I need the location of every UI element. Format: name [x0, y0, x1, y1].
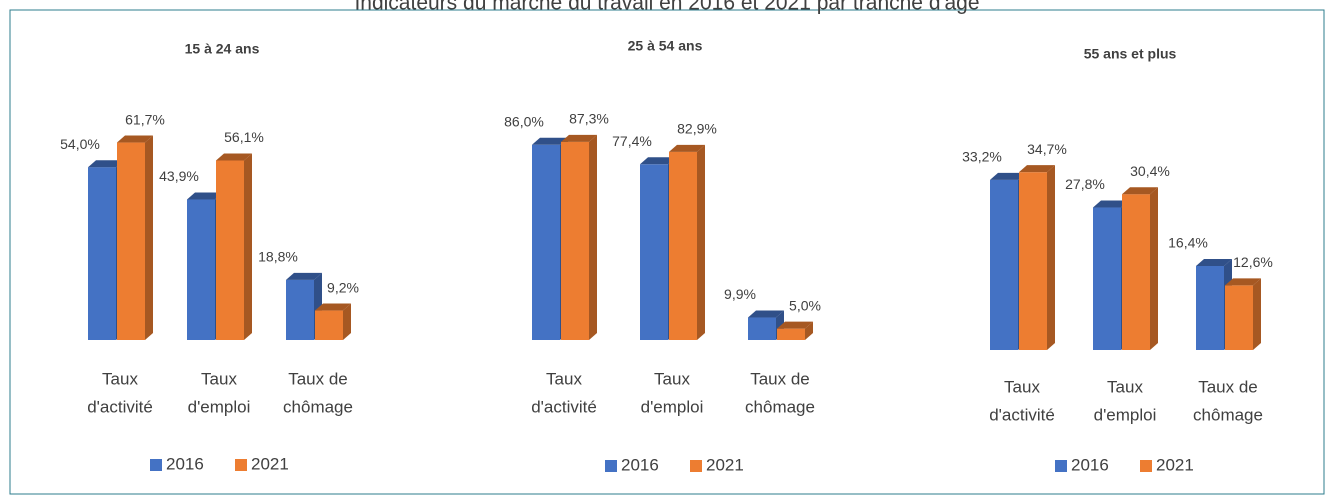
category-label: Taux de [288, 369, 348, 388]
category-label: chômage [1193, 405, 1263, 424]
bar-side [343, 303, 351, 340]
main-title: Indicateurs du marché du travail en 2016… [354, 0, 979, 15]
legend-label: 2021 [251, 454, 289, 473]
category-label: d'emploi [641, 397, 704, 416]
legend-swatch [605, 460, 617, 472]
bar-front [286, 279, 314, 340]
category-label: d'activité [989, 405, 1055, 424]
category-label: d'activité [87, 397, 153, 416]
bar-top [1225, 278, 1261, 286]
bar-front [561, 141, 589, 340]
bar-top [88, 160, 124, 168]
value-label: 56,1% [224, 129, 264, 145]
bar-top [315, 303, 351, 311]
bar-top [286, 272, 322, 280]
bar-side [244, 153, 252, 340]
category-label: Taux [654, 369, 690, 388]
bar-front [640, 164, 668, 340]
chart-title: 55 ans et plus [1084, 46, 1177, 62]
value-label: 16,4% [1168, 235, 1208, 251]
category-label: Taux de [750, 369, 810, 388]
bar-front [315, 310, 343, 340]
value-label: 61,7% [125, 111, 165, 127]
value-label: 33,2% [962, 149, 1002, 165]
bar-front [88, 167, 116, 340]
value-label: 9,2% [327, 279, 359, 295]
value-label: 82,9% [677, 121, 717, 137]
bar-top [561, 134, 597, 142]
bar-top [990, 172, 1026, 180]
bar-side [1047, 165, 1055, 350]
legend-swatch [1055, 460, 1067, 472]
bar-top [216, 153, 252, 161]
value-label: 27,8% [1065, 176, 1105, 192]
value-label: 54,0% [60, 136, 100, 152]
bar-front [1196, 265, 1224, 350]
bar-top [117, 135, 153, 143]
bar-front [1093, 207, 1121, 350]
bar-front [216, 160, 244, 340]
legend-label: 2016 [1071, 455, 1109, 474]
value-label: 34,7% [1027, 141, 1067, 157]
bar-top [669, 144, 705, 152]
bar-side [805, 321, 813, 340]
legend-label: 2021 [1156, 455, 1194, 474]
category-label: Taux [546, 369, 582, 388]
frame [9, 9, 1325, 495]
legend-swatch [690, 460, 702, 472]
bar-top [748, 310, 784, 318]
chart-title: 25 à 54 ans [628, 38, 703, 54]
legend-label: 2016 [166, 454, 204, 473]
category-label: Taux [1004, 377, 1040, 396]
value-label: 18,8% [258, 249, 298, 265]
category-label: Taux [1107, 377, 1143, 396]
bar-front [669, 151, 697, 340]
bar-side [145, 135, 153, 340]
bar-side [1253, 278, 1261, 350]
bar-front [1225, 285, 1253, 350]
category-label: d'emploi [188, 397, 251, 416]
bar-front [1019, 172, 1047, 350]
legend-label: 2021 [706, 455, 744, 474]
bar-front [990, 179, 1018, 350]
legend-swatch [1140, 460, 1152, 472]
bar-top [640, 157, 676, 165]
category-label: chômage [745, 397, 815, 416]
bar-top [777, 321, 813, 329]
bar-side [589, 134, 597, 340]
value-label: 30,4% [1130, 163, 1170, 179]
bar-front [117, 142, 145, 340]
bar-side [697, 144, 705, 340]
chart-title: 15 à 24 ans [185, 41, 260, 57]
bar-top [1019, 165, 1055, 173]
bar-front [777, 328, 805, 340]
category-label: Taux [201, 369, 237, 388]
category-label: d'activité [531, 397, 597, 416]
bar-front [187, 199, 215, 340]
bar-top [1196, 258, 1232, 266]
value-label: 43,9% [159, 168, 199, 184]
value-label: 87,3% [569, 111, 609, 127]
bar-side [1150, 187, 1158, 350]
value-label: 5,0% [789, 297, 821, 313]
category-label: Taux [102, 369, 138, 388]
bar-top [1122, 187, 1158, 195]
bar-front [1122, 194, 1150, 350]
bar-front [748, 317, 776, 340]
category-label: chômage [283, 397, 353, 416]
legend-swatch [150, 459, 162, 471]
bar-front [532, 144, 560, 340]
category-label: d'emploi [1094, 405, 1157, 424]
value-label: 86,0% [504, 113, 544, 129]
value-label: 12,6% [1233, 254, 1273, 270]
category-label: Taux de [1198, 377, 1258, 396]
value-label: 77,4% [612, 133, 652, 149]
value-label: 9,9% [724, 286, 756, 302]
bar-top [1093, 200, 1129, 208]
legend-swatch [235, 459, 247, 471]
bar-top [532, 137, 568, 145]
bar-top [187, 192, 223, 200]
legend-label: 2016 [621, 455, 659, 474]
